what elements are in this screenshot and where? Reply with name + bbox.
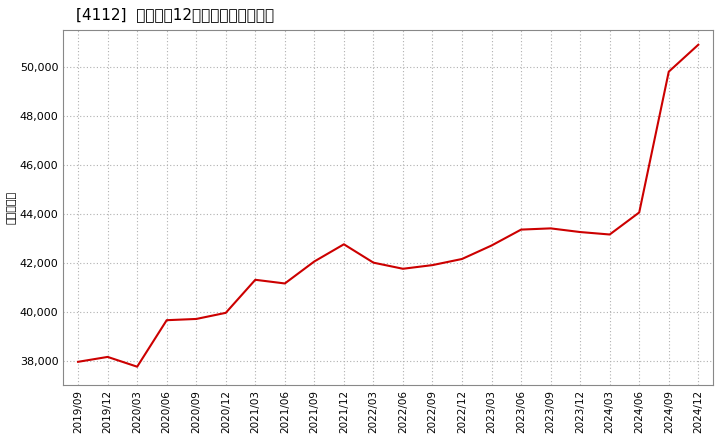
Y-axis label: （百万円）: （百万円） xyxy=(7,191,17,224)
Text: [4112]  売上高の12か月移動合計の推移: [4112] 売上高の12か月移動合計の推移 xyxy=(76,7,274,22)
